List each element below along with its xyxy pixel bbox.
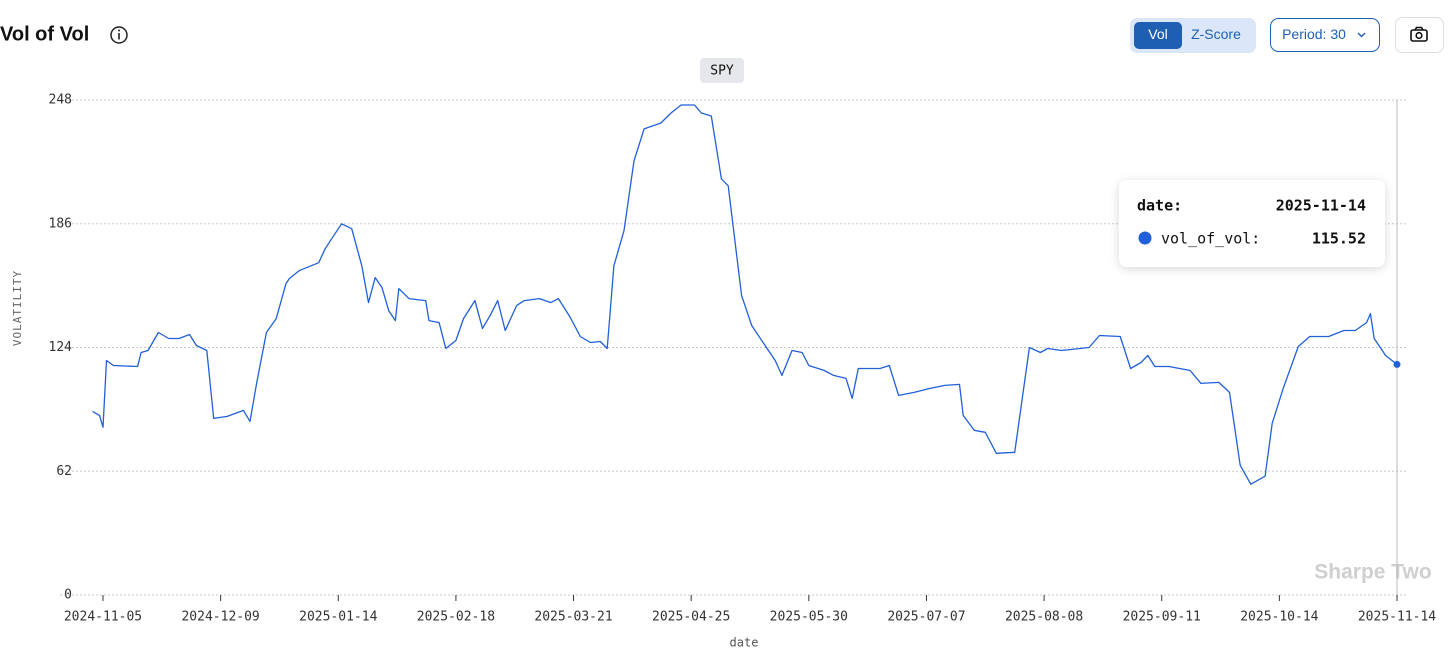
tooltip-value-label: vol_of_vol: bbox=[1161, 230, 1260, 248]
tooltip-value: 115.52 bbox=[1312, 230, 1366, 248]
toggle-zscore[interactable]: Z-Score bbox=[1191, 26, 1241, 42]
camera-icon bbox=[1410, 26, 1428, 42]
x-tick-label: 2025-11-14 bbox=[1358, 610, 1436, 625]
period-label[interactable]: Period: 30 bbox=[1282, 26, 1346, 42]
y-tick-label: 186 bbox=[49, 216, 72, 231]
tooltip: date: 2025-11-14 vol_of_vol: 115.52 bbox=[1119, 180, 1385, 267]
toggle-active[interactable] bbox=[1134, 22, 1182, 49]
tooltip-swatch bbox=[1138, 231, 1152, 245]
x-tick-label: 2025-01-14 bbox=[299, 610, 377, 625]
tooltip-date-label: date: bbox=[1137, 197, 1182, 215]
plot: 0 62 124 186 248 2024-11-05 2024-12-09 2025-01-… bbox=[49, 93, 1437, 625]
legend-chip bbox=[700, 58, 744, 83]
info-icon[interactable] bbox=[110, 26, 128, 44]
x-axis-label: date bbox=[730, 636, 759, 650]
chevron bbox=[1357, 32, 1366, 38]
x-tick-label: 2025-07-07 bbox=[887, 610, 965, 625]
title: Vol of Vol bbox=[0, 23, 89, 45]
x-tick-label: 2025-03-21 bbox=[534, 610, 612, 625]
y-tick-label: 124 bbox=[49, 340, 73, 355]
legend-label: SPY bbox=[710, 64, 734, 79]
y-tick-label: 0 bbox=[64, 588, 72, 603]
hover-point bbox=[1393, 360, 1401, 368]
x-tick-label: 2025-05-30 bbox=[770, 610, 848, 625]
camera-button[interactable] bbox=[1395, 17, 1444, 53]
series-line bbox=[92, 104, 1398, 485]
x-tick-label: 2025-04-25 bbox=[652, 610, 730, 625]
x-tick-label: 2025-10-14 bbox=[1240, 610, 1318, 625]
x-tick-label: 2025-09-11 bbox=[1123, 610, 1201, 625]
watermark: Sharpe Two bbox=[1314, 561, 1431, 584]
tooltip-date: 2025-11-14 bbox=[1276, 197, 1366, 215]
y-tick-label: 248 bbox=[49, 93, 72, 108]
x-tick-label: 2025-02-18 bbox=[417, 610, 495, 625]
x-tick-label: 2024-12-09 bbox=[181, 610, 259, 625]
period-dropdown[interactable] bbox=[1270, 18, 1380, 52]
x-tick-label: 2025-08-08 bbox=[1005, 610, 1083, 625]
y-axis-label: VOLATILITY bbox=[11, 270, 24, 346]
x-tick-label: 2024-11-05 bbox=[64, 610, 142, 625]
toggle-vol[interactable]: Vol bbox=[1148, 26, 1167, 42]
tooltip-box bbox=[1119, 180, 1385, 267]
y-tick-label: 62 bbox=[56, 464, 72, 479]
